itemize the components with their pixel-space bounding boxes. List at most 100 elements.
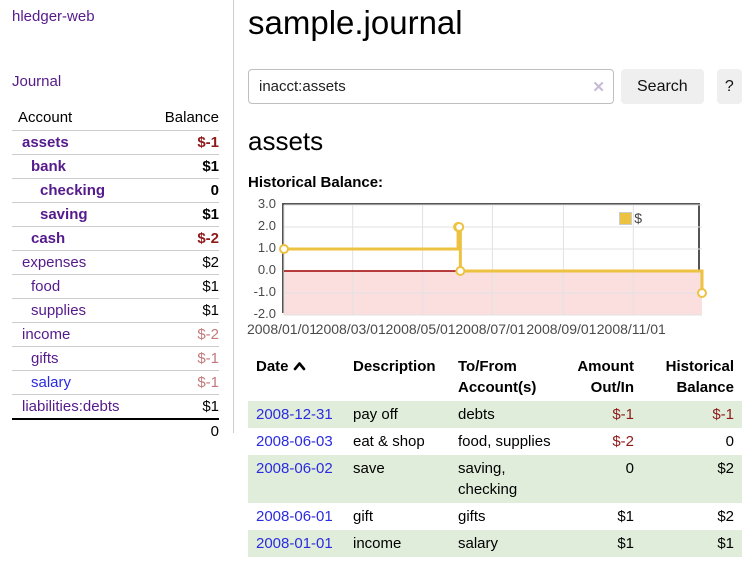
transaction-description: pay off [353, 406, 398, 423]
accounts-column-header: To/From Account(s) [458, 358, 537, 396]
table-row: supplies $1 [12, 298, 219, 323]
transaction-accounts: gifts [458, 508, 486, 525]
clear-search-icon[interactable]: ✕ [592, 79, 605, 96]
accounts-table: Account Balance assets $-1 bank $1 check… [12, 106, 219, 443]
table-row: gifts $-1 [12, 346, 219, 371]
transaction-description: eat & shop [353, 433, 425, 450]
account-balance: $-2 [144, 226, 219, 251]
transaction-accounts: food, supplies [458, 433, 551, 450]
transaction-amount: $-2 [612, 433, 634, 450]
chart-legend: $ [619, 210, 642, 226]
transaction-balance: $2 [717, 460, 734, 477]
account-balance: $1 [144, 154, 219, 179]
legend-swatch-icon [619, 211, 633, 225]
transaction-accounts: saving, checking [458, 460, 518, 498]
sort-ascending-icon [293, 356, 306, 377]
balance-column-header: Historical Balance [665, 358, 734, 396]
account-link-supplies[interactable]: supplies [31, 302, 87, 319]
y-axis-tick-label: 2.0 [257, 218, 276, 233]
description-column-header: Description [353, 358, 436, 375]
x-axis-tick-label: 2008/05/01 [385, 321, 456, 337]
table-row: salary $-1 [12, 370, 219, 395]
x-axis-tick-label: 2008/03/01 [315, 321, 386, 337]
chart-canvas [279, 204, 707, 316]
date-column-header[interactable]: Date [248, 353, 345, 401]
account-balance: $1 [144, 394, 219, 419]
account-balance: $1 [144, 298, 219, 323]
help-button[interactable]: ? [716, 69, 742, 104]
sidebar: hledger-web Journal Account Balance asse… [0, 0, 233, 443]
table-row: 2008-06-02 save saving, checking 0 $2 [248, 455, 742, 503]
account-link-food[interactable]: food [31, 278, 61, 295]
table-row: food $1 [12, 274, 219, 299]
table-row: 2008-06-03 eat & shop food, supplies $-2… [248, 428, 742, 455]
table-row: expenses $2 [12, 250, 219, 275]
table-row: 2008-01-01 income salary $1 $1 [248, 530, 742, 557]
account-link-checking[interactable]: checking [40, 182, 106, 199]
accounts-total-value: 0 [144, 418, 219, 443]
transaction-date-link[interactable]: 2008-01-01 [256, 535, 333, 552]
transaction-date-link[interactable]: 2008-06-02 [256, 460, 333, 477]
account-balance: $-1 [144, 130, 219, 155]
legend-label: $ [634, 210, 642, 226]
account-link-bank[interactable]: bank [31, 158, 67, 175]
y-axis-tick-label: -1.0 [253, 284, 276, 299]
table-row: liabilities:debts $1 [12, 394, 219, 419]
transaction-description: gift [353, 508, 374, 525]
brand-link[interactable]: hledger-web [12, 8, 95, 25]
table-row: income $-2 [12, 322, 219, 347]
search-input[interactable] [248, 69, 614, 104]
account-link-gifts[interactable]: gifts [31, 350, 59, 367]
x-axis-tick-label: 2008/07/01 [455, 321, 526, 337]
y-axis-tick-label: 1.0 [257, 240, 276, 255]
account-link-saving[interactable]: saving [40, 206, 88, 223]
account-link-income[interactable]: income [22, 326, 71, 343]
account-heading: assets [248, 126, 324, 156]
transaction-date-link[interactable]: 2008-06-03 [256, 433, 333, 450]
account-link-liabilities-debts[interactable]: liabilities:debts [22, 398, 120, 415]
amount-column-header: Amount Out/In [577, 358, 634, 396]
account-link-assets[interactable]: assets [22, 134, 69, 151]
table-row: bank $1 [12, 154, 219, 179]
account-link-salary[interactable]: salary [31, 374, 72, 391]
account-balance: $-1 [144, 370, 219, 395]
table-row: cash $-2 [12, 226, 219, 251]
account-balance: $2 [144, 250, 219, 275]
transaction-balance: 0 [725, 433, 734, 450]
historical-balance-chart: 3.0 2.0 1.0 0.0 -1.0 -2.0 $ 2008/01/01 2008/03… [246, 196, 742, 339]
transaction-date-link[interactable]: 2008-12-31 [256, 406, 333, 423]
account-balance: $1 [144, 274, 219, 299]
chart-plot-area: $ [279, 203, 707, 316]
table-row: 2008-12-31 pay off debts $-1 $-1 [248, 401, 742, 428]
account-balance: $-1 [144, 346, 219, 371]
search-button[interactable]: Search [621, 69, 704, 104]
y-axis-tick-label: 3.0 [257, 196, 276, 211]
transaction-balance: $2 [717, 508, 734, 525]
y-axis-tick-label: -2.0 [253, 306, 276, 321]
account-balance: $-2 [144, 322, 219, 347]
table-row: saving $1 [12, 202, 219, 227]
journal-link[interactable]: Journal [12, 73, 62, 90]
transaction-date-link[interactable]: 2008-06-01 [256, 508, 333, 525]
accounts-total-row: 0 [12, 418, 219, 443]
table-row: checking 0 [12, 178, 219, 203]
register-header-row: Date Description To/From Account(s) Amou… [248, 353, 742, 401]
account-balance: 0 [144, 178, 219, 203]
transaction-balance: $-1 [712, 406, 734, 423]
y-axis-tick-label: 0.0 [257, 262, 276, 277]
transaction-description: save [353, 460, 385, 477]
table-row: 2008-06-01 gift gifts $1 $2 [248, 503, 742, 530]
x-axis-tick-label: 2008/01/01 [246, 321, 318, 337]
balance-column-header: Balance [164, 109, 219, 126]
page-title: sample.journal [248, 4, 463, 41]
main-content: sample.journal ✕ Search ? assets Histori… [246, 0, 742, 557]
register-table: Date Description To/From Account(s) Amou… [248, 353, 742, 557]
transaction-amount: 0 [625, 460, 634, 477]
account-link-cash[interactable]: cash [31, 230, 66, 247]
transaction-accounts: salary [458, 535, 499, 552]
transaction-amount: $1 [617, 535, 634, 552]
account-link-expenses[interactable]: expenses [22, 254, 87, 271]
x-axis-tick-label: 2008/11/01 [596, 321, 666, 337]
accounts-header-row: Account Balance [12, 106, 219, 131]
